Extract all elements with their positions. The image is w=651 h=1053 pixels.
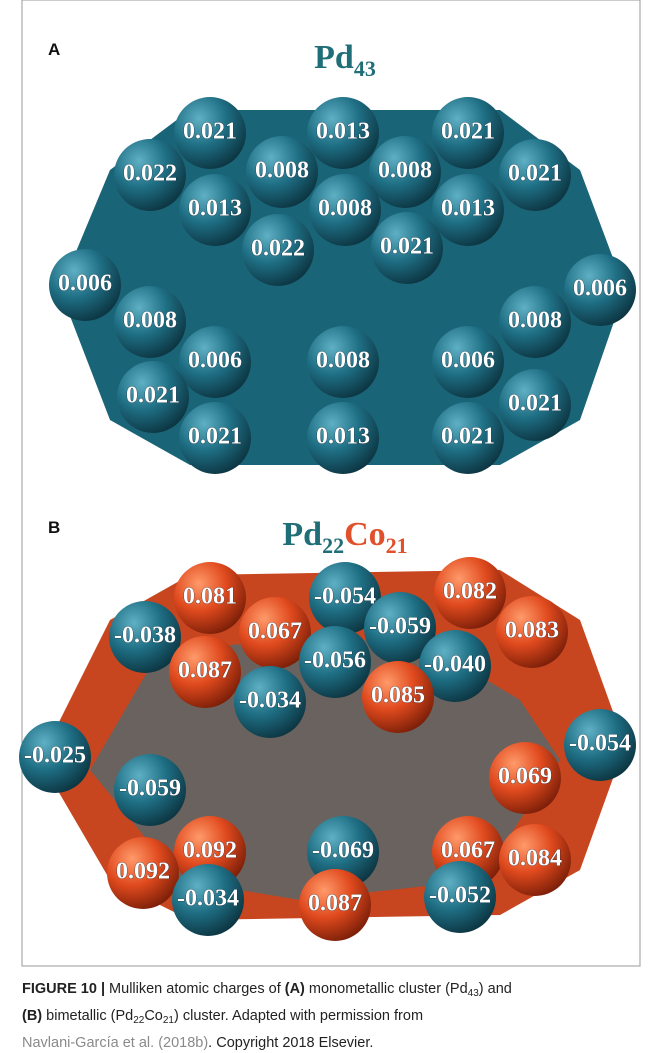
atom-charge: 0.021 — [441, 424, 495, 450]
title-run: 22 — [322, 533, 344, 558]
atom-charge: 0.083 — [505, 618, 559, 644]
caption-text: bimetallic (Pd — [42, 1008, 133, 1024]
caption-line: Navlani-García et al. (2018b). Copyright… — [22, 1032, 512, 1053]
caption-text: ) cluster. Adapted with permission from — [174, 1008, 423, 1024]
atom-charge: 0.067 — [441, 838, 495, 864]
caption-text: . Copyright 2018 Elsevier. — [208, 1035, 373, 1051]
atom-charge: -0.056 — [304, 648, 366, 674]
atom-charge: -0.038 — [114, 623, 176, 649]
atom-charge: -0.054 — [314, 584, 376, 610]
atom-charge: -0.034 — [177, 886, 239, 912]
caption-text: (B) — [22, 1008, 42, 1024]
caption: FIGURE 10 | Mulliken atomic charges of (… — [22, 978, 512, 1053]
atom-charge: -0.025 — [24, 743, 86, 769]
panel-title: Pd43 — [314, 39, 376, 81]
citation-link[interactable]: Navlani-García et al. (2018b) — [22, 1035, 208, 1051]
caption-text: (A) — [285, 981, 305, 997]
atom-charge: 0.008 — [123, 308, 177, 334]
atom-charge: 0.006 — [573, 276, 627, 302]
caption-text: Co — [144, 1008, 163, 1024]
atom-charge: -0.059 — [369, 614, 431, 640]
atom-charge: 0.013 — [316, 424, 370, 450]
atom-charge: 0.008 — [318, 196, 372, 222]
caption-text: Mulliken atomic charges of — [105, 981, 285, 997]
atom-charge: 0.006 — [441, 348, 495, 374]
atom-charge: -0.052 — [429, 883, 491, 909]
atom-charge: 0.084 — [508, 846, 562, 872]
caption-text: FIGURE 10 | — [22, 981, 105, 997]
atom-charge: 0.008 — [255, 158, 309, 184]
atom-charge: 0.022 — [251, 236, 305, 262]
atom-charge: 0.006 — [58, 271, 112, 297]
atom-charge: -0.054 — [569, 731, 631, 757]
atom-charge: 0.021 — [380, 234, 434, 260]
atom-charge: 0.021 — [188, 424, 242, 450]
atom-charge: 0.006 — [188, 348, 242, 374]
atom-charge: 0.022 — [123, 161, 177, 187]
atom-charge: 0.082 — [443, 579, 497, 605]
atom-charge: 0.008 — [508, 308, 562, 334]
atom-charge: 0.092 — [116, 859, 170, 885]
caption-text: monometallic cluster (Pd — [305, 981, 468, 997]
atom-charge: 0.013 — [441, 196, 495, 222]
atom-charge: 0.008 — [316, 348, 370, 374]
atom-charge: -0.034 — [239, 688, 301, 714]
atom-charge: 0.021 — [508, 161, 562, 187]
title-run: Co — [344, 516, 386, 553]
atom-charge: 0.069 — [498, 764, 552, 790]
caption-text: 43 — [468, 988, 479, 999]
atom-charge: -0.040 — [424, 652, 486, 678]
atom-charge: 0.081 — [183, 584, 237, 610]
atom-charge: 0.021 — [441, 119, 495, 145]
atom-charge: 0.021 — [183, 119, 237, 145]
title-run: 21 — [386, 533, 408, 558]
caption-line: (B) bimetallic (Pd22Co21) cluster. Adapt… — [22, 1005, 512, 1032]
atom-charge: 0.013 — [316, 119, 370, 145]
caption-line: FIGURE 10 | Mulliken atomic charges of (… — [22, 978, 512, 1005]
panel-letter: A — [48, 40, 60, 59]
atom-charge: 0.092 — [183, 838, 237, 864]
title-run: 43 — [354, 56, 376, 81]
panel-title: Pd22Co21 — [282, 516, 407, 558]
atom-charge: 0.008 — [378, 158, 432, 184]
atom-charge: 0.085 — [371, 683, 425, 709]
atom-charge: -0.059 — [119, 776, 181, 802]
atom-charge: 0.087 — [308, 891, 362, 917]
panel-letter: B — [48, 518, 60, 537]
atom-charge: 0.067 — [248, 619, 302, 645]
atom-charge: 0.021 — [508, 391, 562, 417]
caption-text: ) and — [479, 981, 512, 997]
title-run: Pd — [314, 39, 354, 76]
title-run: Pd — [282, 516, 322, 553]
atom-charge: -0.069 — [312, 838, 374, 864]
atom-charge: 0.013 — [188, 196, 242, 222]
atom-charge: 0.087 — [178, 658, 232, 684]
page: APd430.0210.0130.0210.0220.0080.0080.021… — [0, 0, 651, 1053]
atom-charge: 0.021 — [126, 383, 180, 409]
caption-text: 22 — [133, 1015, 144, 1026]
caption-text: 21 — [163, 1015, 174, 1026]
